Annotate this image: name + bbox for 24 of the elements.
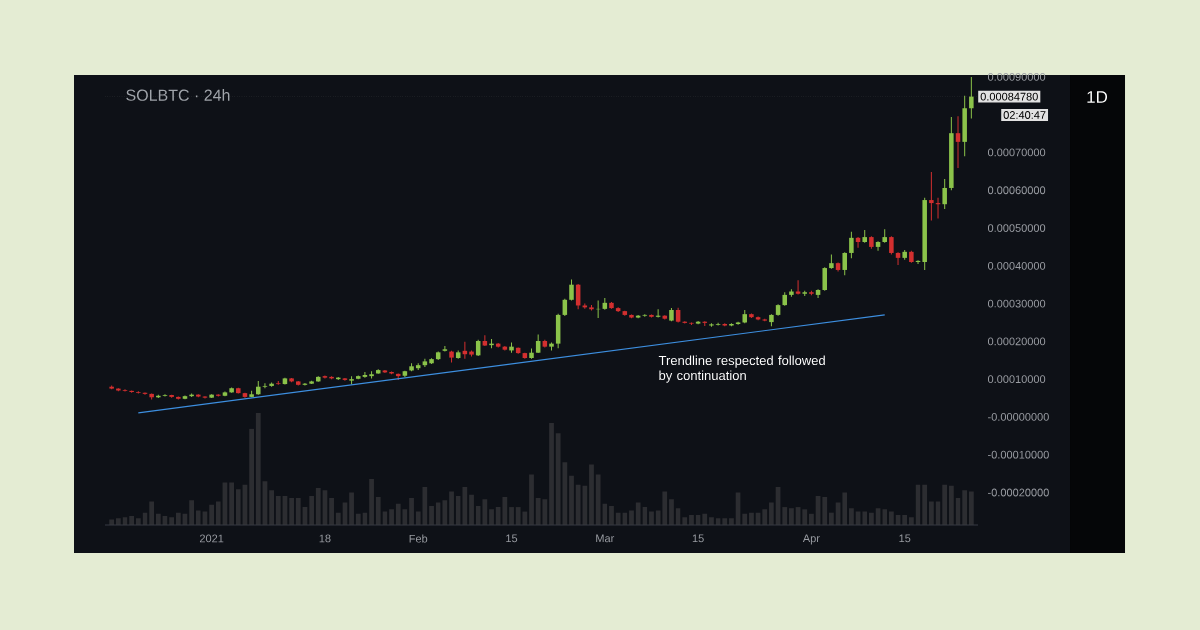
y-tick-label: 0.00060000 [987,186,1046,195]
y-tick-label: 0.00050000 [987,224,1046,232]
text: 02:40:47 [1003,111,1046,119]
x-tick-label: 15 [692,534,704,543]
y-tick-label: 0.00010000 [987,375,1046,384]
y-tick-label: 0.00090000 [987,73,1046,81]
y-tick-label: -0.00010000 [988,450,1049,459]
y-tick-label: 0.00070000 [987,148,1046,157]
y-tick-label: 0.00030000 [987,299,1046,308]
x-tick-label: 15 [899,534,911,543]
y-tick-label: 0.00020000 [987,337,1046,346]
annotation: Trendline respected followed by continuation [658,355,825,383]
x-tick-label: Mar [596,534,615,543]
x-tick-label: 15 [506,534,518,543]
text: SOLBTC · 24h [126,89,230,101]
ref-line-label: 0.00084780 [980,92,1038,101]
x-tick-label: 2021 [199,534,224,543]
text: 1D [1087,91,1108,103]
y-tick-label: -0.00020000 [988,488,1049,497]
x-tick-label: 18 [319,534,331,543]
x-tick-label: Apr [802,534,820,545]
y-tick-label: -0.00000000 [988,413,1049,421]
y-tick-label: 0.00040000 [987,261,1046,270]
x-tick-label: Feb [409,534,428,543]
